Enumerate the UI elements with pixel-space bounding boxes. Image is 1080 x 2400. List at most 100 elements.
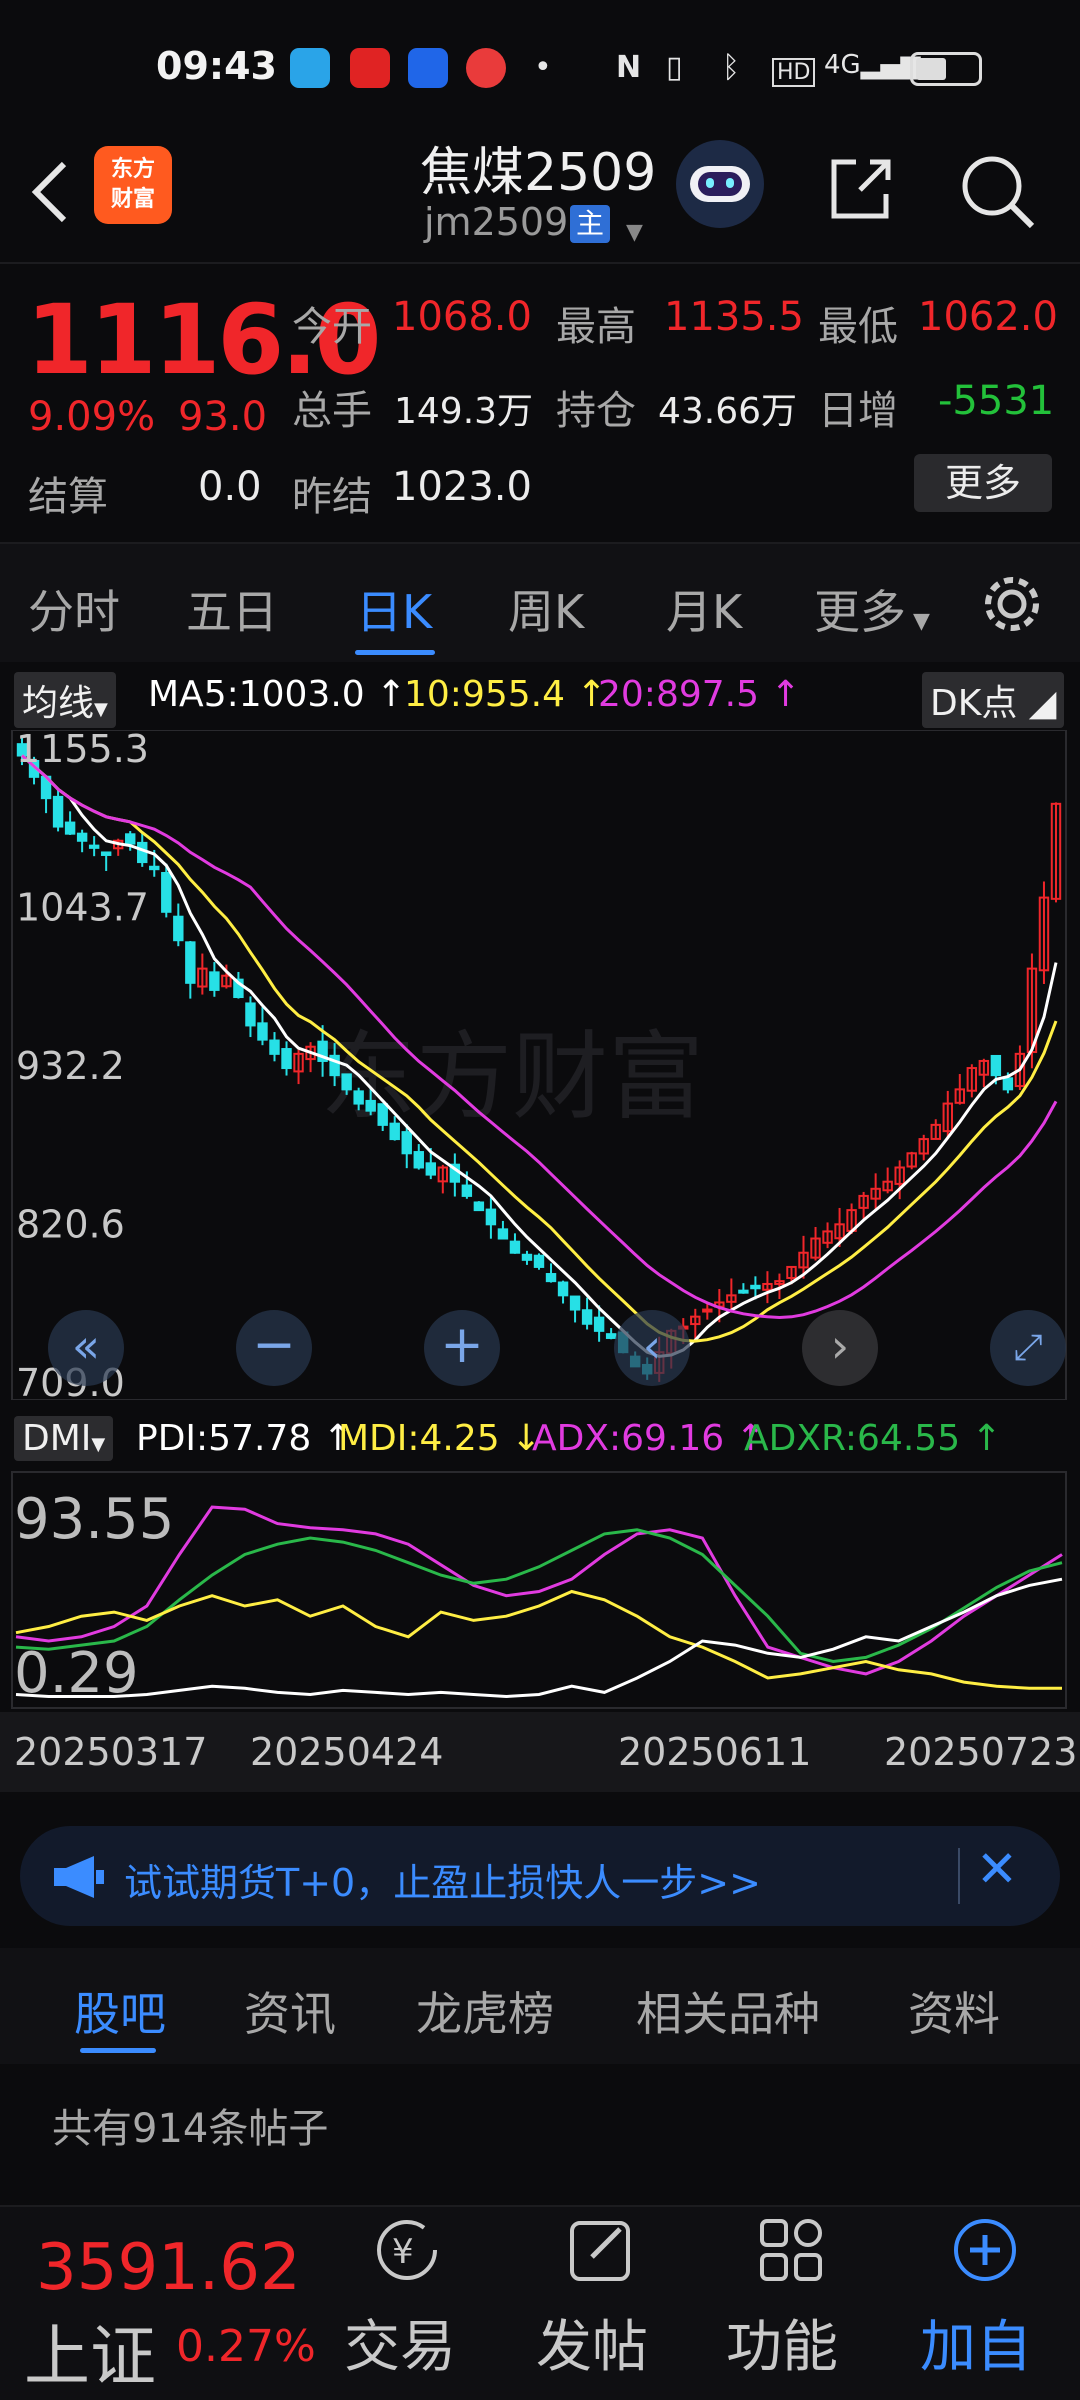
dot-icon: • <box>534 50 552 85</box>
candle-body <box>125 833 136 845</box>
add-watchlist-button[interactable]: 加自 <box>920 2315 1032 2380</box>
mdi-line <box>15 1577 1063 1699</box>
telegram-icon <box>290 48 330 88</box>
tab-dragon-tiger[interactable]: 龙虎榜 <box>416 1987 554 2041</box>
candle-body <box>353 1090 364 1105</box>
promo-banner[interactable]: 试试期货T+0，止盈止损快人一步>> ✕ <box>20 1826 1060 1926</box>
candle-body <box>365 1099 376 1112</box>
dk-point-button[interactable]: DK点 ◢ <box>922 672 1065 728</box>
tab-monthly-k[interactable]: 月K <box>666 585 743 639</box>
function-button[interactable]: 功能 <box>726 2315 838 2380</box>
candle-body <box>281 1048 292 1070</box>
nfc-icon: N <box>616 50 642 85</box>
candle-body <box>100 851 112 856</box>
candle-body <box>545 1273 557 1283</box>
candle-body <box>329 1054 340 1077</box>
compose-icon[interactable] <box>566 2215 636 2285</box>
change-value: 93.0 <box>178 394 268 440</box>
price-axis-label: 932.2 <box>16 1044 125 1088</box>
tab-more[interactable]: 更多 ▼ <box>814 585 930 639</box>
post-button[interactable]: 发帖 <box>536 2315 648 2380</box>
status-time: 09:43 <box>156 44 277 88</box>
tab-related[interactable]: 相关品种 <box>636 1987 820 2041</box>
candle-body <box>341 1073 352 1091</box>
tab-five-day[interactable]: 五日 <box>186 585 278 639</box>
indicator-selector[interactable]: 均线▼ <box>14 672 116 728</box>
price-axis-label: 820.6 <box>16 1202 125 1246</box>
candle-body <box>918 1138 929 1155</box>
prev-settle-label: 昨结 <box>292 474 372 520</box>
dmi-chart[interactable]: 93.55 0.29 <box>0 1470 1080 1710</box>
low-value: 1062.0 <box>918 294 1058 340</box>
trade-button[interactable]: 交易 <box>344 2315 456 2380</box>
candle-body <box>762 1282 773 1291</box>
candle-body <box>1050 802 1062 900</box>
candle-body <box>858 1194 869 1209</box>
app-icon <box>350 48 390 88</box>
tab-profile[interactable]: 资料 <box>908 1987 1000 2041</box>
assistant-robot-icon[interactable] <box>676 140 764 228</box>
weibo-icon <box>466 48 506 88</box>
candle-body <box>161 871 172 913</box>
candle-body <box>149 865 160 871</box>
post-count: 共有914条帖子 <box>52 2106 329 2152</box>
add-icon[interactable] <box>950 2215 1020 2285</box>
zoom-in-button[interactable]: + <box>424 1310 500 1386</box>
candle-body <box>702 1308 713 1313</box>
tab-intraday[interactable]: 分时 <box>28 585 120 639</box>
prev-settle-value: 1023.0 <box>392 464 532 510</box>
adxr-line <box>15 1528 1063 1664</box>
ma20-line <box>21 754 1058 1320</box>
tab-news[interactable]: 资讯 <box>244 1987 336 2041</box>
daily-change-label: 日增 <box>818 388 898 434</box>
candle-body <box>738 1289 749 1294</box>
zoom-out-button[interactable]: − <box>236 1310 312 1386</box>
gear-icon[interactable] <box>980 572 1044 636</box>
svg-text:¥: ¥ <box>392 2232 414 2272</box>
candle-body <box>774 1280 785 1285</box>
close-icon[interactable]: ✕ <box>976 1840 1018 1898</box>
fullscreen-icon[interactable]: ⤢ <box>990 1310 1066 1386</box>
candle-body <box>185 941 196 984</box>
tab-weekly-k[interactable]: 周K <box>508 585 585 639</box>
candle-body <box>269 1039 280 1055</box>
active-subtab-indicator <box>80 2048 156 2053</box>
page-title: 焦煤2509 <box>420 143 657 203</box>
scroll-right-step-button[interactable]: ‹ <box>614 1310 690 1386</box>
trade-icon[interactable]: ¥ <box>372 2215 442 2285</box>
ma5-label: MA5:1003.0 ↑ <box>148 674 407 715</box>
candle-body <box>930 1123 941 1140</box>
apps-icon[interactable] <box>756 2215 826 2285</box>
period-tabs: 分时 五日 日K 周K 月K 更多 ▼ <box>0 542 1080 662</box>
candle-body <box>88 844 100 849</box>
banner-text: 试试期货T+0，止盈止损快人一步>> <box>124 1861 761 1905</box>
pdi-line <box>15 1589 1062 1690</box>
change-pct: 9.09% <box>28 394 156 440</box>
dmi-selector[interactable]: DMI▼ <box>14 1416 114 1461</box>
vibrate-icon: ▯ <box>666 50 683 85</box>
tab-daily-k[interactable]: 日K <box>356 585 433 639</box>
search-icon[interactable] <box>956 150 1040 234</box>
candle-body <box>810 1237 821 1259</box>
index-name[interactable]: 上证 <box>24 2318 156 2395</box>
candle-body <box>942 1102 953 1133</box>
price-axis-label: 1155.3 <box>16 730 149 771</box>
candle-body <box>954 1088 966 1104</box>
more-quote-button[interactable]: 更多 <box>914 454 1052 512</box>
back-icon[interactable] <box>22 152 82 232</box>
candle-body <box>461 1184 473 1197</box>
candle-body <box>906 1152 917 1168</box>
scroll-right-button[interactable]: › <box>802 1310 878 1386</box>
candle-body <box>1002 1077 1014 1091</box>
candle-body <box>209 971 220 991</box>
chevron-down-icon[interactable]: ▼ <box>626 220 643 245</box>
index-value[interactable]: 3591.62 <box>36 2231 301 2305</box>
candle-body <box>401 1131 412 1155</box>
tab-forum[interactable]: 股吧 <box>74 1987 166 2041</box>
candle-body <box>1014 1052 1026 1088</box>
date-label: 20250611 <box>618 1730 812 1774</box>
scroll-left-button[interactable]: « <box>48 1310 124 1386</box>
share-icon[interactable] <box>820 150 900 230</box>
contract-code[interactable]: jm2509 <box>424 200 569 244</box>
